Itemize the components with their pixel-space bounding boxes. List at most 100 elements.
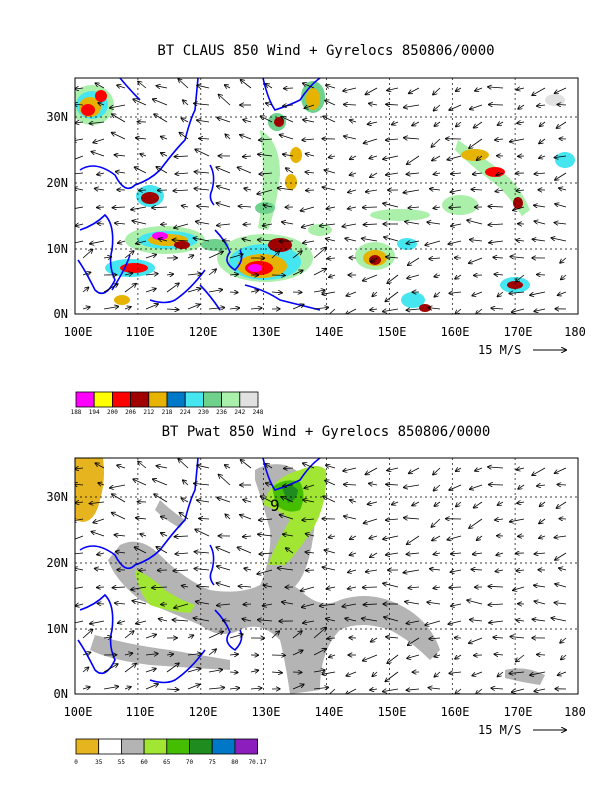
wind-arrow <box>250 688 262 689</box>
wind-arrow <box>534 205 546 207</box>
wind-arrow <box>434 121 441 126</box>
wind-arrow <box>386 173 399 175</box>
wind-arrow <box>450 190 462 192</box>
wind-arrow <box>406 621 420 624</box>
wind-arrow <box>153 479 168 486</box>
wind-arrow <box>302 139 315 140</box>
wind-arrow <box>187 635 194 638</box>
wind-arrow <box>271 251 279 259</box>
wind-arrow <box>409 467 420 473</box>
wind-arrow <box>154 114 168 123</box>
wind-arrow <box>124 653 133 655</box>
wind-arrow <box>342 604 357 607</box>
wind-arrow <box>145 255 156 259</box>
wind-arrow <box>138 462 147 469</box>
wind-arrow <box>301 586 315 591</box>
wind-arrow <box>103 664 118 673</box>
wind-arrow <box>238 547 252 554</box>
wind-arrow <box>496 553 504 555</box>
lon-tick: 180 <box>564 325 586 339</box>
colorbar-label: 55 <box>118 759 126 766</box>
wind-arrow <box>510 518 525 522</box>
wind-arrow <box>303 500 315 502</box>
wind-arrow <box>406 309 420 310</box>
wind-arrow <box>135 547 147 554</box>
wind-arrow <box>266 464 273 469</box>
lon-tick: 170E <box>504 325 533 339</box>
wind-arrow <box>302 519 315 520</box>
wind-arrow <box>495 139 504 140</box>
wind-arrow <box>363 207 378 208</box>
pwat-panel: BT Pwat 850 Wind + Gyrelocs 850806/0000 <box>46 424 586 766</box>
colorbar-swatch <box>234 738 258 755</box>
wind-arrow <box>242 619 252 621</box>
wind-arrow <box>350 156 357 159</box>
gyre-marker: 9 <box>270 496 280 515</box>
wind-arrow <box>117 465 126 468</box>
wind-arrow <box>555 552 567 560</box>
wind-arrow <box>558 292 567 295</box>
wind-arrow <box>219 95 231 106</box>
wind-arrow <box>344 136 357 140</box>
colorbar-swatch <box>239 391 259 408</box>
wind-arrow <box>208 632 223 639</box>
wind-arrow <box>243 224 252 225</box>
wind-arrow <box>175 536 189 537</box>
wind-arrow <box>250 290 258 292</box>
wind-arrow <box>363 587 378 588</box>
wind-arrow <box>238 167 252 174</box>
wind-arrow <box>363 654 378 661</box>
wind-arrow <box>152 587 168 588</box>
lon-tick: 120E <box>189 705 218 719</box>
wind-arrow <box>145 654 158 655</box>
colorbar-swatch <box>75 738 100 755</box>
wind-arrow <box>320 224 336 226</box>
wind-arrow <box>450 570 462 572</box>
wind-arrow <box>369 536 378 538</box>
wind-arrow <box>409 87 420 93</box>
wind-arrow <box>259 139 273 140</box>
wind-arrow <box>75 519 84 521</box>
wind-arrow <box>216 203 231 208</box>
wind-arrow <box>241 460 252 469</box>
wind-arrow <box>194 618 210 622</box>
wind-arrow <box>195 149 210 157</box>
wind-arrow <box>195 529 210 537</box>
wind-arrow <box>469 138 483 148</box>
wind-arrow <box>474 121 483 128</box>
wind-arrow <box>510 138 525 142</box>
wind-arrow <box>140 534 147 536</box>
claus-title: BT CLAUS 850 Wind + Gyrelocs 850806/0000 <box>157 43 494 59</box>
wind-arrow <box>477 535 483 540</box>
lat-tick: 20N <box>46 556 68 570</box>
wind-arrow <box>534 585 546 587</box>
wind-arrow <box>407 535 420 544</box>
wind-arrow <box>408 587 420 588</box>
wind-arrow <box>510 637 525 639</box>
wind-arrow <box>271 672 282 673</box>
lat-tick: 20N <box>46 176 68 190</box>
wind-arrow <box>82 287 89 293</box>
claus-panel: BT CLAUS 850 Wind + Gyrelocs 850806/0000 <box>46 43 586 416</box>
wind-arrow <box>112 494 126 503</box>
vector-ref-label: 15 M/S <box>478 723 521 737</box>
wind-arrow <box>434 275 441 277</box>
colorbar-label: 248 <box>253 409 264 416</box>
wind-arrow <box>432 155 441 161</box>
wind-arrow <box>166 274 173 275</box>
colorbar-label: 230 <box>198 409 209 416</box>
wind-arrow <box>432 535 441 541</box>
wind-arrow <box>498 122 504 125</box>
wind-arrow <box>470 240 483 241</box>
colorbar-swatch <box>211 738 236 755</box>
pwat-colorbar: 0 35 55 60 65 70 75 80 70.17 <box>74 738 267 766</box>
wind-arrow <box>384 617 399 622</box>
wind-arrow <box>152 207 168 208</box>
lat-tick: 10N <box>46 242 68 256</box>
wind-arrow <box>75 224 84 226</box>
wind-arrow <box>322 292 336 294</box>
wind-arrow <box>554 536 567 538</box>
wind-arrow <box>258 154 273 156</box>
wind-arrow <box>516 240 525 241</box>
wind-arrow <box>554 156 567 158</box>
